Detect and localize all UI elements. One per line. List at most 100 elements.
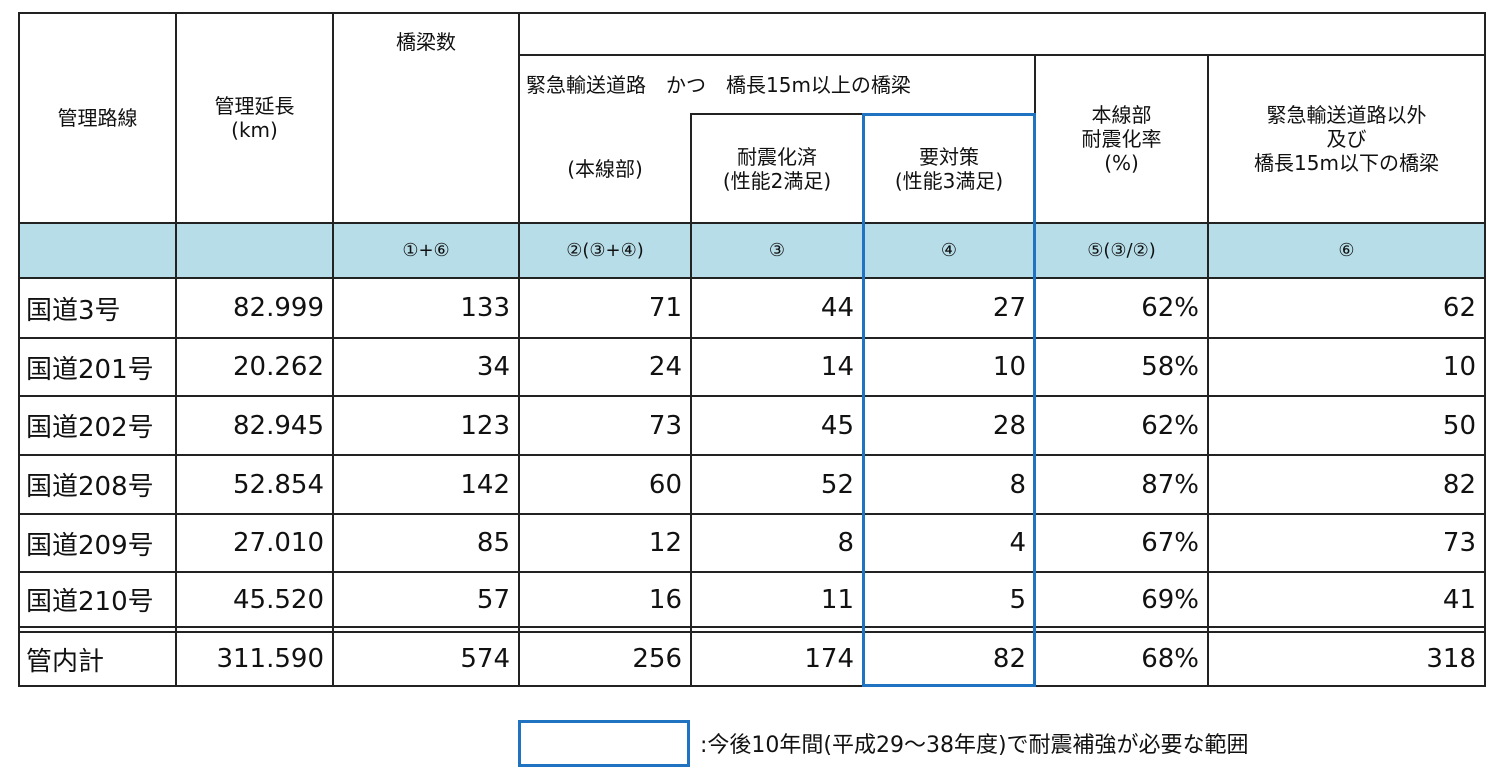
header-rate-unit: (%)	[1104, 151, 1139, 175]
formula-done: ③	[768, 240, 786, 261]
rule	[18, 277, 1486, 279]
cell-length: 82.945	[233, 410, 324, 441]
cell-bridges: 142	[460, 469, 510, 500]
rule	[1207, 54, 1209, 687]
header-other-label3: 橋長15m以下の橋梁	[1254, 151, 1439, 175]
header-emergency-group-label: 緊急輸送道路 かつ 橋長15m以上の橋梁	[526, 72, 911, 97]
cell-total-bridges: 574	[460, 644, 510, 674]
rule	[18, 571, 1486, 573]
cell-length: 82.999	[233, 293, 324, 323]
cell-route: 国道209号	[26, 530, 154, 561]
header-done-label: 耐震化済	[737, 144, 817, 169]
cell-route: 国道208号	[26, 472, 154, 502]
cell-bridges: 133	[460, 293, 510, 323]
cell-rate: 87%	[1141, 469, 1199, 500]
formula-bridges: ①+⑥	[402, 240, 450, 261]
cell-rate: 62%	[1141, 410, 1199, 441]
header-other-label1: 緊急輸送道路以外	[1266, 103, 1427, 127]
header-bridges-label: 橋梁数	[396, 30, 456, 54]
header-needed: 要対策 (性能3満足)	[864, 115, 1034, 222]
legend-swatch	[518, 720, 690, 767]
cell-done: 52	[820, 469, 854, 500]
rule	[332, 12, 334, 687]
cell-route: 国道201号	[26, 354, 154, 385]
cell-total-other: 318	[1426, 644, 1476, 674]
cell-rate: 69%	[1141, 584, 1199, 615]
cell-other: 10	[1442, 352, 1476, 382]
header-route: 管理路線	[20, 14, 175, 222]
cell-needed: 28	[992, 410, 1026, 441]
cell-rate: 58%	[1141, 352, 1199, 382]
cell-other: 41	[1442, 584, 1476, 615]
cell-total-label: 管内計	[26, 646, 105, 677]
header-other-label2: 及び	[1326, 127, 1367, 151]
header-length-unit: (km)	[231, 118, 278, 142]
rule	[18, 222, 1486, 224]
cell-needed: 10	[992, 352, 1026, 382]
header-rate: 本線部 耐震化率 (%)	[1036, 56, 1207, 222]
cell-rate: 67%	[1141, 528, 1199, 558]
cell-main: 60	[648, 469, 682, 500]
cell-route: 国道210号	[26, 587, 154, 617]
cell-main: 12	[648, 528, 682, 558]
table-border-bottom	[18, 685, 1486, 687]
cell-route: 国道202号	[26, 413, 154, 443]
rule	[18, 454, 1486, 456]
header-needed-note: (性能3満足)	[894, 168, 1004, 193]
cell-other: 73	[1442, 528, 1476, 558]
cell-total-rate: 68%	[1141, 644, 1199, 674]
legend-text: :今後10年間(平成29〜38年度)で耐震補強が必要な範囲	[700, 733, 1249, 758]
cell-other: 82	[1442, 469, 1476, 500]
header-length-label: 管理延長	[214, 94, 295, 118]
header-emergency-group: 緊急輸送道路 かつ 橋長15m以上の橋梁	[520, 56, 1034, 113]
header-other: 緊急輸送道路以外 及び 橋長15m以下の橋梁	[1209, 56, 1484, 222]
cell-length: 27.010	[233, 528, 324, 558]
cell-rate: 62%	[1141, 293, 1199, 323]
cell-main: 16	[648, 584, 682, 615]
cell-main: 24	[648, 352, 682, 382]
cell-bridges: 34	[476, 352, 510, 382]
rule	[18, 337, 1486, 339]
cell-total-main: 256	[632, 644, 682, 674]
formula-rate: ⑤(③/②)	[1087, 240, 1156, 261]
cell-done: 45	[820, 410, 854, 441]
rule	[18, 395, 1486, 397]
cell-route: 国道3号	[26, 295, 121, 326]
cell-length: 52.854	[233, 469, 324, 500]
rule	[18, 631, 1486, 633]
header-bridges: 橋梁数	[334, 30, 518, 90]
table-border-left	[18, 12, 20, 687]
header-needed-label: 要対策	[919, 144, 979, 169]
header-rate-label2: 耐震化率	[1081, 127, 1162, 151]
header-route-label: 管理路線	[57, 106, 138, 130]
cell-needed: 4	[1009, 528, 1026, 558]
rule	[518, 12, 520, 687]
cell-needed: 5	[1009, 584, 1026, 615]
cell-needed: 8	[1009, 469, 1026, 500]
cell-length: 20.262	[233, 352, 324, 382]
rule	[690, 113, 692, 687]
cell-main: 73	[648, 410, 682, 441]
formula-needed: ④	[940, 240, 958, 261]
header-length: 管理延長 (km)	[177, 14, 332, 222]
rule	[18, 626, 1486, 628]
cell-other: 62	[1442, 293, 1476, 323]
cell-done: 44	[820, 293, 854, 323]
header-main: (本線部)	[520, 115, 690, 222]
header-done: 耐震化済 (性能2満足)	[692, 115, 862, 222]
formula-main: ②(③+④)	[566, 240, 644, 261]
cell-done: 11	[820, 584, 854, 615]
rule	[18, 513, 1486, 515]
header-main-label: (本線部)	[567, 156, 643, 181]
rule	[175, 12, 177, 687]
cell-total-done: 174	[804, 644, 854, 674]
cell-total-needed: 82	[992, 644, 1026, 674]
cell-main: 71	[648, 293, 682, 323]
cell-needed: 27	[992, 293, 1026, 323]
table-border-top	[18, 12, 1486, 14]
header-rate-label1: 本線部	[1091, 103, 1152, 127]
cell-total-length: 311.590	[216, 644, 324, 674]
table-border-right	[1484, 12, 1486, 687]
formula-other: ⑥	[1338, 240, 1355, 261]
